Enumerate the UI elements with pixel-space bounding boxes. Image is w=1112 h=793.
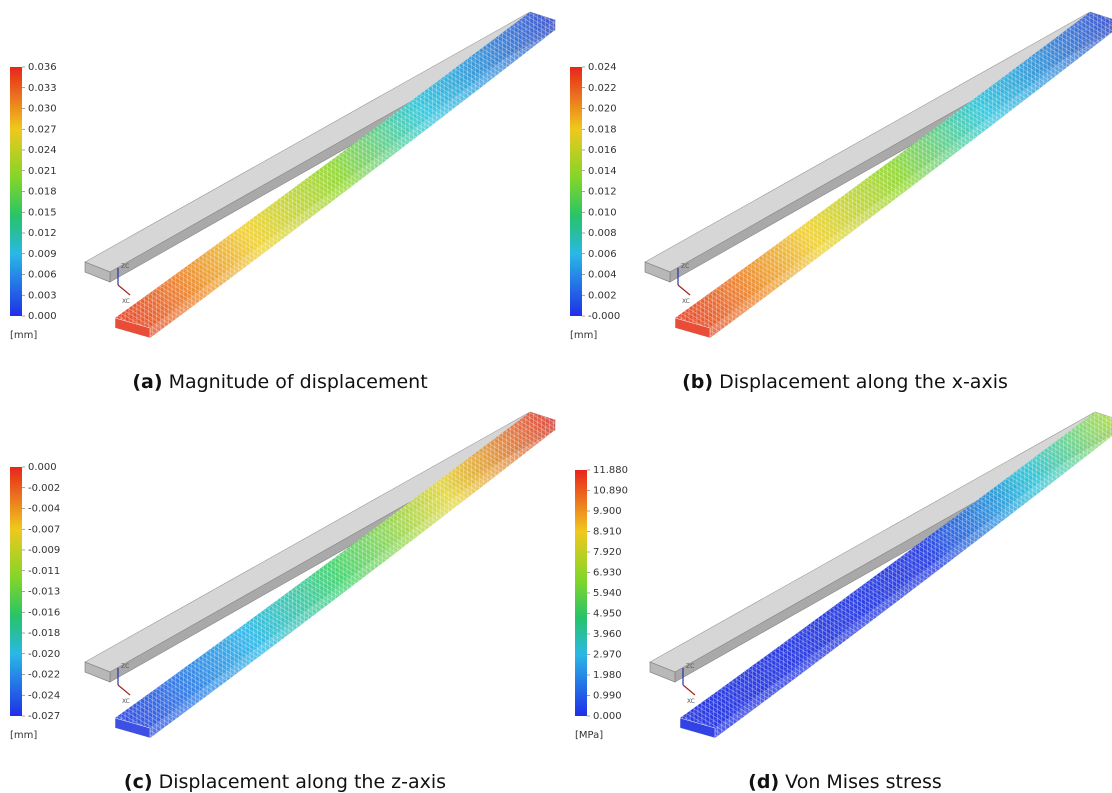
colorbar-tick-label: 10.890 [593, 486, 628, 497]
caption-label: (b) [682, 371, 713, 393]
mesh [675, 12, 1112, 328]
mesh [115, 412, 555, 728]
colorbar-tick-label: 0.024 [588, 62, 617, 73]
colorbar-tick-label: -0.016 [28, 607, 60, 618]
colorbar-tick-label: 7.920 [593, 547, 622, 558]
colorbar-tick-label: 0.000 [28, 462, 57, 473]
colorbar-tick-label: -0.013 [28, 587, 60, 598]
colorbar-tick-label: 0.002 [588, 290, 617, 301]
panel: ZC XC 0.036 0.033 0.030 0.027 0.024 0.021 0.018 0… [10, 12, 555, 393]
colorbar-tick-label: -0.004 [28, 504, 60, 515]
caption-text: Displacement along the z-axis [159, 771, 446, 793]
colorbar-tick-label: 0.020 [588, 104, 617, 115]
colorbar-tick-label: -0.011 [28, 566, 60, 577]
colorbar-tick-label: -0.000 [588, 311, 620, 322]
caption: (b) Displacement along the x-axis [682, 371, 1008, 393]
colorbar-tick-label: 0.010 [588, 207, 617, 218]
colorbar-tick-label: 0.990 [593, 691, 622, 702]
colorbar-tick-label: 0.033 [28, 83, 57, 94]
colorbar [575, 470, 587, 716]
caption-text: Displacement along the x-axis [719, 371, 1008, 393]
unit: [mm] [570, 330, 597, 341]
colorbar-tick-label: -0.024 [28, 690, 60, 701]
triad-x-label: XC [687, 698, 695, 705]
colorbar-tick-label: -0.027 [28, 711, 60, 722]
undeformed-top [650, 412, 1112, 672]
triad-z-label: ZC [121, 263, 129, 270]
triad-x-label: XC [122, 698, 130, 705]
colorbar-tick-label: 0.006 [588, 249, 617, 260]
caption-text: Von Mises stress [785, 771, 942, 793]
caption-label: (a) [132, 371, 162, 393]
colorbar [570, 67, 582, 316]
colorbar-tick-label: 5.940 [593, 588, 622, 599]
colorbar-tick-label: 0.004 [588, 270, 617, 281]
colorbar-tick-label: -0.009 [28, 545, 60, 556]
triad-x [118, 685, 130, 695]
colorbar-tick-label: 0.014 [588, 166, 617, 177]
mesh [680, 412, 1112, 728]
panel: ZC XC 0.000 -0.002 -0.004 -0.007 -0.009 -0.011 -… [10, 412, 555, 793]
caption: (c) Displacement along the z-axis [124, 771, 446, 793]
colorbar-tick-label: 0.012 [28, 228, 57, 239]
colorbar-tick-label: 4.950 [593, 609, 622, 620]
colorbar-tick-label: 0.022 [588, 83, 617, 94]
colorbar-tick-label: 0.000 [28, 311, 57, 322]
colorbar-tick-label: 0.027 [28, 124, 57, 135]
mesh [115, 12, 555, 328]
triad-x [683, 685, 695, 695]
triad-z-label: ZC [681, 263, 689, 270]
colorbar-tick-label: -0.020 [28, 649, 60, 660]
colorbar-tick-label: 0.003 [28, 290, 57, 301]
caption-label: (d) [748, 771, 779, 793]
triad-x [118, 285, 130, 295]
unit: [mm] [10, 330, 37, 341]
caption-text: Magnitude of displacement [169, 371, 428, 393]
panel: ZC XC 0.024 0.022 0.020 0.018 0.016 0.014 0.012 0… [570, 12, 1112, 393]
colorbar-tick-label: 0.016 [588, 145, 617, 156]
caption: (a) Magnitude of displacement [132, 371, 427, 393]
colorbar-tick-label: -0.018 [28, 628, 60, 639]
colorbar-tick-label: 0.036 [28, 62, 57, 73]
figure: ZC XC 0.036 0.033 0.030 0.027 0.024 0.021 0.018 0… [0, 0, 1112, 793]
colorbar-tick-label: -0.007 [28, 524, 60, 535]
mesh [150, 20, 555, 338]
triad-x-label: XC [122, 298, 130, 305]
colorbar-tick-label: 3.960 [593, 629, 622, 640]
triad-x-label: XC [682, 298, 690, 305]
triad-x [678, 285, 690, 295]
unit: [mm] [10, 730, 37, 741]
colorbar [10, 467, 22, 716]
triad-z-label: ZC [121, 663, 129, 670]
colorbar-tick-label: 11.880 [593, 465, 628, 476]
caption: (d) Von Mises stress [748, 771, 942, 793]
mesh [150, 420, 555, 738]
colorbar-tick-label: 1.980 [593, 670, 622, 681]
colorbar-tick-label: 8.910 [593, 527, 622, 538]
colorbar-tick-label: 0.018 [28, 187, 57, 198]
unit: [MPa] [575, 730, 603, 741]
colorbar-tick-label: 0.000 [593, 711, 622, 722]
colorbar-tick-label: 0.030 [28, 104, 57, 115]
colorbar-tick-label: -0.022 [28, 670, 60, 681]
colorbar-tick-label: 6.930 [593, 568, 622, 579]
panel: ZC XC 11.880 10.890 9.900 8.910 7.920 6.930 5.94… [575, 412, 1112, 793]
colorbar-tick-label: 0.015 [28, 207, 57, 218]
colorbar-tick-label: -0.002 [28, 483, 60, 494]
colorbar-tick-label: 0.018 [588, 124, 617, 135]
colorbar-tick-label: 0.006 [28, 270, 57, 281]
colorbar [10, 67, 22, 316]
colorbar-tick-label: 0.009 [28, 249, 57, 260]
colorbar-tick-label: 2.970 [593, 650, 622, 661]
colorbar-tick-label: 9.900 [593, 506, 622, 517]
colorbar-tick-label: 0.008 [588, 228, 617, 239]
triad-z-label: ZC [686, 663, 694, 670]
colorbar-tick-label: 0.012 [588, 187, 617, 198]
colorbar-tick-label: 0.024 [28, 145, 57, 156]
colorbar-tick-label: 0.021 [28, 166, 57, 177]
caption-label: (c) [124, 771, 153, 793]
